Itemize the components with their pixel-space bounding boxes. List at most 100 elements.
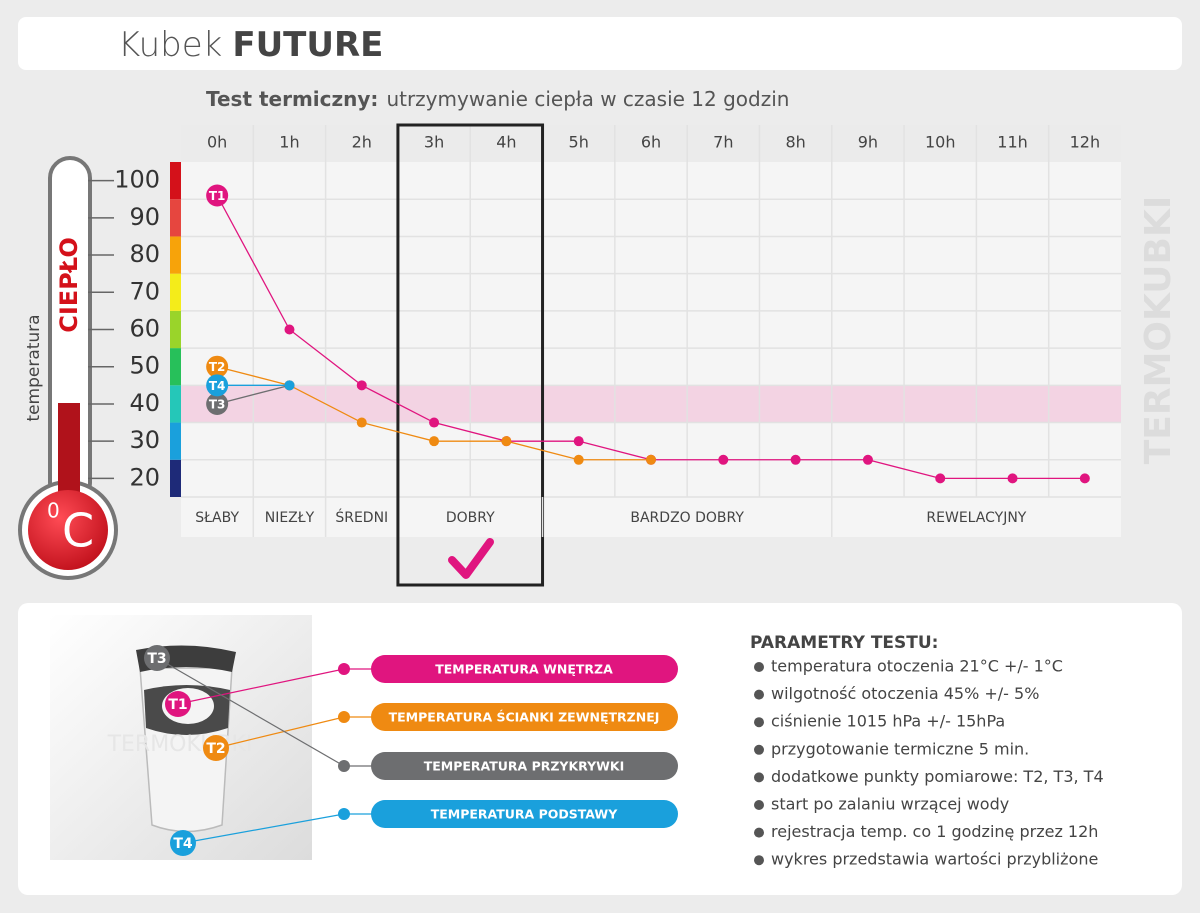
parameter-item: temperatura otoczenia 21°C +/- 1°C — [771, 657, 1063, 676]
y-tick-label: 50 — [129, 352, 160, 380]
x-tick-label: 9h — [858, 133, 878, 152]
rating-label: REWELACYJNY — [926, 510, 1026, 526]
scale-segment — [170, 273, 181, 311]
rating-label: SŁABY — [195, 510, 239, 526]
data-point — [429, 436, 440, 447]
series-start-marker — [206, 374, 229, 397]
series-name: T1 — [209, 189, 226, 203]
scale-segment — [170, 348, 181, 386]
parameter-item: przygotowanie termiczne 5 min. — [771, 739, 1029, 758]
bullet — [754, 717, 764, 728]
rating-label: BARDZO DOBRY — [630, 510, 744, 526]
data-point — [429, 417, 440, 428]
data-point — [790, 454, 801, 465]
data-point — [573, 436, 584, 447]
parameter-item: ciśnienie 1015 hPa +/- 15hPa — [771, 712, 1005, 731]
x-tick-label: 3h — [424, 133, 444, 152]
unit: C — [62, 504, 94, 558]
x-tick-label: 1h — [279, 133, 299, 152]
legend-leader — [156, 657, 345, 767]
x-tick-label: 2h — [352, 133, 372, 152]
scale-segment — [170, 422, 181, 460]
cup-marker — [144, 645, 170, 671]
unit-superscript: 0 — [47, 499, 60, 523]
cup-marker-label: T4 — [173, 836, 193, 852]
legend-label: TEMPERATURA WNĘTRZA — [435, 662, 613, 677]
header-row — [181, 125, 1121, 162]
rating-row — [181, 497, 1121, 537]
parameter-item: wykres przedstawia wartości przybliżone — [771, 850, 1098, 869]
cup-marker — [203, 735, 229, 761]
series-name: T4 — [209, 379, 226, 393]
data-point — [862, 454, 873, 465]
watermark: TERMOKUBKI — [1138, 196, 1179, 465]
x-tick-label: 12h — [1070, 133, 1101, 152]
series-start-marker — [206, 355, 229, 378]
scale-segment — [170, 236, 181, 274]
scale-segment — [170, 310, 181, 349]
x-tick-label: 10h — [925, 133, 956, 152]
y-tick-label: 20 — [129, 463, 160, 491]
check-mark — [448, 538, 494, 579]
plot-area — [181, 162, 1121, 497]
parameter-item: wilgotność otoczenia 45% +/- 5% — [771, 684, 1039, 703]
rating-label: ŚREDNI — [335, 508, 388, 526]
scale-segment — [170, 162, 181, 200]
series-start-marker — [206, 184, 229, 207]
band — [181, 385, 1121, 423]
data-point — [573, 454, 584, 465]
y-tick-label: 90 — [129, 203, 160, 231]
title-bold: FUTURE — [232, 25, 383, 65]
x-tick-label: 11h — [997, 133, 1028, 152]
legend-dot — [338, 663, 350, 675]
thermometer-label: CIEPŁO — [55, 237, 83, 332]
x-tick-label: 5h — [569, 133, 589, 152]
legend-leader — [177, 668, 345, 705]
legend-leader — [215, 716, 345, 749]
parameters-title: PARAMETRY TESTU: — [750, 633, 938, 653]
legend-leader — [182, 813, 345, 844]
y-tick-label: 70 — [129, 277, 160, 305]
scale-segment — [170, 459, 181, 497]
page-title: Kubek FUTURE — [118, 25, 383, 65]
rating-label: NIEZŁY — [265, 510, 315, 526]
x-tick-label: 6h — [641, 133, 661, 152]
series-start-marker — [206, 392, 229, 415]
scale-segment — [170, 385, 181, 423]
bullet — [754, 744, 764, 755]
data-point — [356, 380, 367, 391]
bullet — [754, 689, 764, 700]
legend-dot — [338, 808, 350, 820]
cup-marker-label: T3 — [147, 651, 166, 667]
x-tick-label: 7h — [713, 133, 733, 152]
x-tick-label: 4h — [496, 133, 516, 152]
series-name: T2 — [209, 360, 226, 374]
data-point — [646, 454, 656, 465]
bullet — [754, 772, 764, 783]
title-light: Kubek — [118, 25, 222, 65]
y-tick-label: 30 — [129, 426, 160, 454]
chart-title-rest: utrzymywanie ciepła w czasie 12 godzin — [386, 87, 789, 111]
y-tick-label: 40 — [129, 389, 160, 417]
legend-pill — [371, 703, 678, 731]
chart-title-bold: Test termiczny: — [206, 87, 378, 111]
data-point — [1079, 473, 1090, 484]
thermometer-bulb — [28, 490, 108, 570]
data-point — [356, 417, 367, 428]
y-tick-label: 60 — [129, 315, 160, 343]
legend-dot — [338, 760, 350, 772]
title-bar — [18, 17, 1182, 70]
parameter-item: dodatkowe punkty pomiarowe: T2, T3, T4 — [771, 767, 1104, 786]
data-point — [501, 436, 512, 447]
series-name: T3 — [209, 397, 226, 411]
bullet — [754, 855, 764, 866]
legend-dot — [338, 711, 350, 723]
bullet — [754, 827, 764, 838]
chart-title: Test termiczny: utrzymywanie ciepła w cza… — [206, 87, 789, 111]
cup-marker — [165, 691, 191, 717]
legend: TEMPERATURA WNĘTRZA TEMPERATURA ŚCIANKI Z… — [144, 645, 678, 856]
data-point — [935, 473, 946, 484]
parameter-item: rejestracja temp. co 1 godzinę przez 12h — [771, 822, 1098, 841]
legend-label: TEMPERATURA ŚCIANKI ZEWNĘTRZNEJ — [389, 710, 660, 725]
